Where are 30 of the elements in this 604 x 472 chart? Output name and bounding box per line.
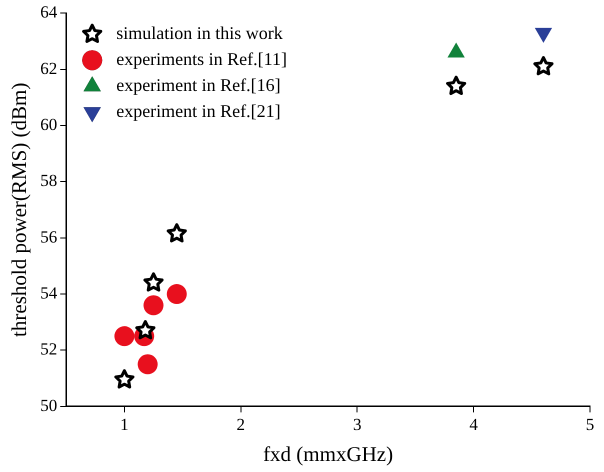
point (166, 223, 187, 242)
legend-label: experiment in Ref.[16] (116, 74, 281, 95)
y-tick-label: 54 (40, 284, 58, 303)
x-tick-label: 5 (586, 415, 594, 434)
legend-label: simulation in this work (116, 22, 283, 43)
y-tick-label: 50 (40, 396, 58, 415)
y-axis-title: threshold power(RMS) (dBm) (7, 82, 32, 337)
x-tick-label: 2 (236, 415, 246, 434)
point (135, 320, 156, 340)
y-tick-label: 58 (40, 171, 58, 190)
point (533, 56, 554, 76)
point (143, 272, 164, 292)
y-tick-label: 62 (40, 58, 58, 78)
point (446, 76, 466, 96)
x-tick-label: 4 (469, 415, 478, 434)
y-tick-label: 60 (40, 115, 58, 134)
point (144, 295, 164, 316)
y-tick-label: 56 (40, 227, 58, 246)
point (114, 326, 134, 346)
x-axis-title: fxd (mmxGHz) (263, 442, 394, 466)
point (138, 354, 158, 374)
legend-label: experiment in Ref.[21] (116, 100, 281, 121)
legend-label: experiments in Ref.[11] (116, 48, 287, 69)
y-tick-label: 52 (40, 340, 58, 359)
x-tick-label: 1 (120, 415, 129, 434)
x-tick-label: 3 (352, 415, 362, 434)
point (447, 42, 465, 58)
point (166, 284, 187, 304)
y-tick-label: 64 (40, 2, 58, 22)
point (114, 369, 134, 388)
